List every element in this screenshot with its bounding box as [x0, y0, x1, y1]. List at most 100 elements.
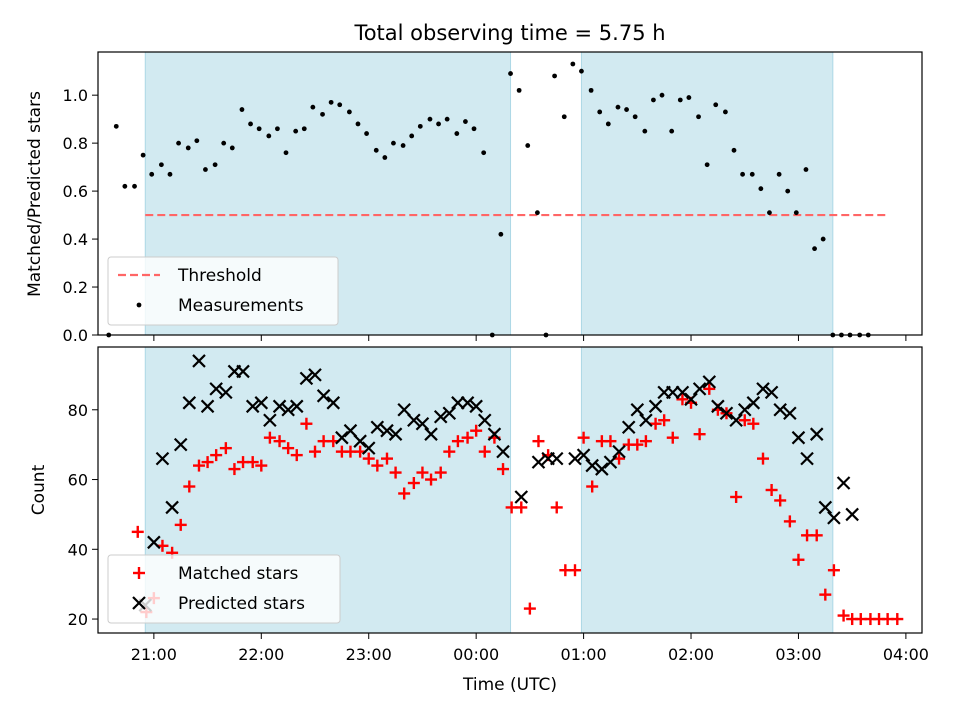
measurement-point: [337, 102, 343, 108]
predicted-star-stroke: [281, 403, 295, 417]
measurement-point: [301, 126, 307, 132]
top-y-tick-label: 0.0: [63, 326, 88, 345]
predicted-star-point: [719, 406, 734, 421]
predicted-star-stroke: [756, 382, 770, 396]
measurement-point: [391, 140, 396, 146]
measurement-point: [382, 155, 388, 160]
top-y-tick-label: 0.4: [63, 230, 88, 249]
bottom-y-tick-label: 80: [68, 401, 88, 420]
matched-star-point: [192, 459, 205, 472]
predicted-star-stroke: [639, 413, 653, 428]
predicted-star-point: [692, 382, 707, 396]
top-panel: 0.0 0.2 0.4 0.6 0.8 1.0 Matched/Predicted sta…: [25, 51, 923, 345]
matched-star-point: [666, 431, 679, 444]
predicted-star-point: [531, 455, 546, 469]
predicted-star-point: [361, 441, 376, 455]
predicted-star-stroke: [514, 490, 529, 504]
predicted-star-stroke: [219, 385, 233, 400]
matched-star-point: [819, 588, 832, 601]
predicted-star-point: [272, 399, 287, 414]
bottom-x-axis: 21:00 22:00 23:00 00:00 01:00 02:00 03:00 04:00: [131, 633, 929, 664]
measurement-point: [113, 123, 119, 129]
predicted-star-stroke: [746, 396, 761, 410]
measurement-point: [158, 162, 164, 168]
predicted-star-point: [737, 403, 752, 417]
matched-star-point: [703, 382, 716, 395]
top-axes-frame: [97, 51, 923, 336]
predicted-star-stroke: [460, 396, 475, 410]
predicted-star-stroke: [308, 368, 322, 382]
top-y-axis: 0.0 0.2 0.4 0.6 0.8 1.0: [63, 86, 98, 345]
predicted-star-point: [397, 403, 411, 417]
matched-star-point: [550, 501, 563, 514]
measurement-point: [400, 143, 406, 148]
predicted-star-stroke: [764, 385, 779, 400]
measurement-point: [221, 140, 227, 146]
matched-star-point: [891, 613, 904, 626]
predicted-star-stroke: [388, 427, 403, 441]
predicted-star-point: [477, 413, 492, 428]
predicted-star-point: [388, 427, 403, 441]
predicted-star-stroke: [568, 451, 582, 466]
predicted-star-stroke: [603, 455, 618, 469]
top-y-tick-label: 0.2: [63, 278, 88, 297]
predicted-star-stroke: [272, 399, 287, 414]
predicted-star-point: [836, 476, 851, 490]
matched-star-point: [631, 438, 644, 451]
predicted-star-point: [433, 409, 448, 424]
predicted-star-stroke: [791, 430, 806, 445]
measurement-point: [481, 150, 487, 156]
predicted-star-stroke: [595, 462, 609, 476]
predicted-star-stroke: [155, 451, 170, 466]
measurement-point: [704, 162, 710, 168]
bottom-legend: Matched stars Predicted stars: [107, 554, 341, 624]
predicted-star-point: [549, 451, 564, 466]
observing-window: [580, 346, 834, 634]
predicted-star-point: [764, 385, 779, 400]
predicted-star-stroke: [361, 441, 376, 455]
measurement-point: [723, 109, 728, 115]
bottom-y-tick-label: 40: [68, 540, 88, 559]
predicted-star-stroke: [818, 500, 833, 515]
predicted-star-stroke: [289, 399, 304, 414]
measurement-point: [793, 210, 799, 216]
measurement-point: [508, 71, 513, 76]
measurement-point: [820, 236, 826, 242]
matched-star-point: [219, 442, 232, 455]
x-axis-label: Time (UTC): [462, 675, 557, 695]
measurement-point: [471, 126, 477, 132]
predicted-star-stroke: [415, 416, 430, 431]
matched-star-point: [451, 435, 464, 448]
matched-star-point: [389, 466, 402, 479]
predicted-star-point: [254, 396, 269, 410]
predicted-star-point: [809, 427, 824, 441]
predicted-star-stroke: [612, 444, 626, 459]
measurement-point: [293, 128, 299, 134]
predicted-star-stroke: [827, 511, 841, 525]
measurement-point: [185, 145, 191, 151]
predicted-star-point: [469, 399, 483, 414]
matched-star-point: [290, 449, 303, 462]
matched-star-point: [497, 463, 510, 476]
predicted-star-stroke: [316, 389, 331, 403]
predicted-star-point: [827, 511, 841, 525]
predicted-star-point: [665, 385, 680, 400]
matched-star-point: [515, 501, 528, 514]
predicted-star-stroke: [299, 371, 314, 386]
predicted-star-point: [603, 455, 618, 469]
measurement-point: [597, 109, 603, 115]
matched-star-point: [255, 459, 268, 472]
matched-star-point: [228, 463, 241, 476]
measurement-point: [552, 73, 557, 79]
top-y-tick-label: 0.8: [63, 134, 88, 153]
measurement-point: [346, 109, 352, 115]
matched-star-point: [131, 525, 144, 538]
measurement-point: [176, 140, 181, 146]
measurement-point: [713, 102, 719, 108]
measurement-point: [364, 131, 369, 136]
matched-star-point: [434, 466, 447, 479]
measurement-point: [454, 131, 460, 136]
predicted-star-point: [576, 448, 591, 462]
matched-star-point: [827, 564, 840, 577]
matched-star-point: [300, 417, 313, 430]
